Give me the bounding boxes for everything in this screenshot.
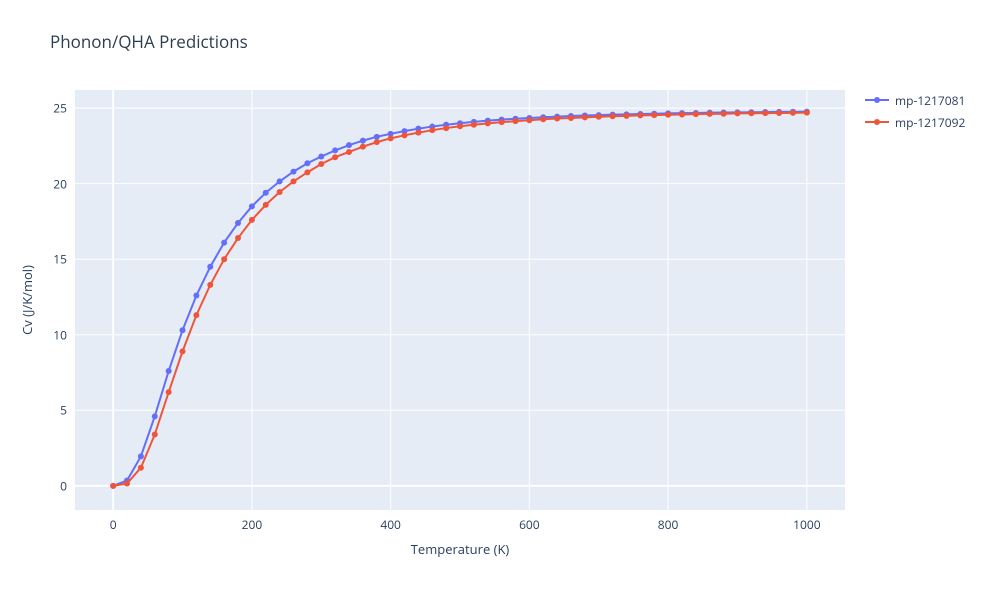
yaxis-label: Cv (J/K/mol) — [18, 265, 36, 335]
chart-title: Phonon/QHA Predictions — [50, 30, 248, 53]
plot-svg — [75, 90, 845, 510]
xaxis-label: Temperature (K) — [411, 540, 510, 558]
legend-item[interactable]: mp-1217092 — [865, 112, 965, 132]
xtick-label: 1000 — [793, 516, 820, 533]
legend: mp-1217081 mp-1217092 — [865, 90, 965, 134]
legend-label: mp-1217081 — [895, 92, 965, 109]
xtick-label: 600 — [519, 516, 540, 533]
xtick-label: 400 — [380, 516, 401, 533]
xtick-label: 200 — [242, 516, 263, 533]
xtick-label: 0 — [110, 516, 117, 533]
ytick-label: 20 — [53, 175, 67, 192]
legend-swatch — [865, 94, 889, 106]
ytick-label: 0 — [60, 477, 67, 494]
ytick-label: 25 — [53, 100, 67, 117]
legend-item[interactable]: mp-1217081 — [865, 90, 965, 110]
ytick-label: 15 — [53, 251, 67, 268]
plot-area — [75, 90, 845, 510]
chart-container: Phonon/QHA Predictions Temperature (K) C… — [0, 0, 1000, 600]
legend-label: mp-1217092 — [895, 114, 965, 131]
ytick-label: 10 — [53, 326, 67, 343]
legend-swatch — [865, 116, 889, 128]
xtick-label: 800 — [658, 516, 679, 533]
ytick-label: 5 — [60, 402, 67, 419]
